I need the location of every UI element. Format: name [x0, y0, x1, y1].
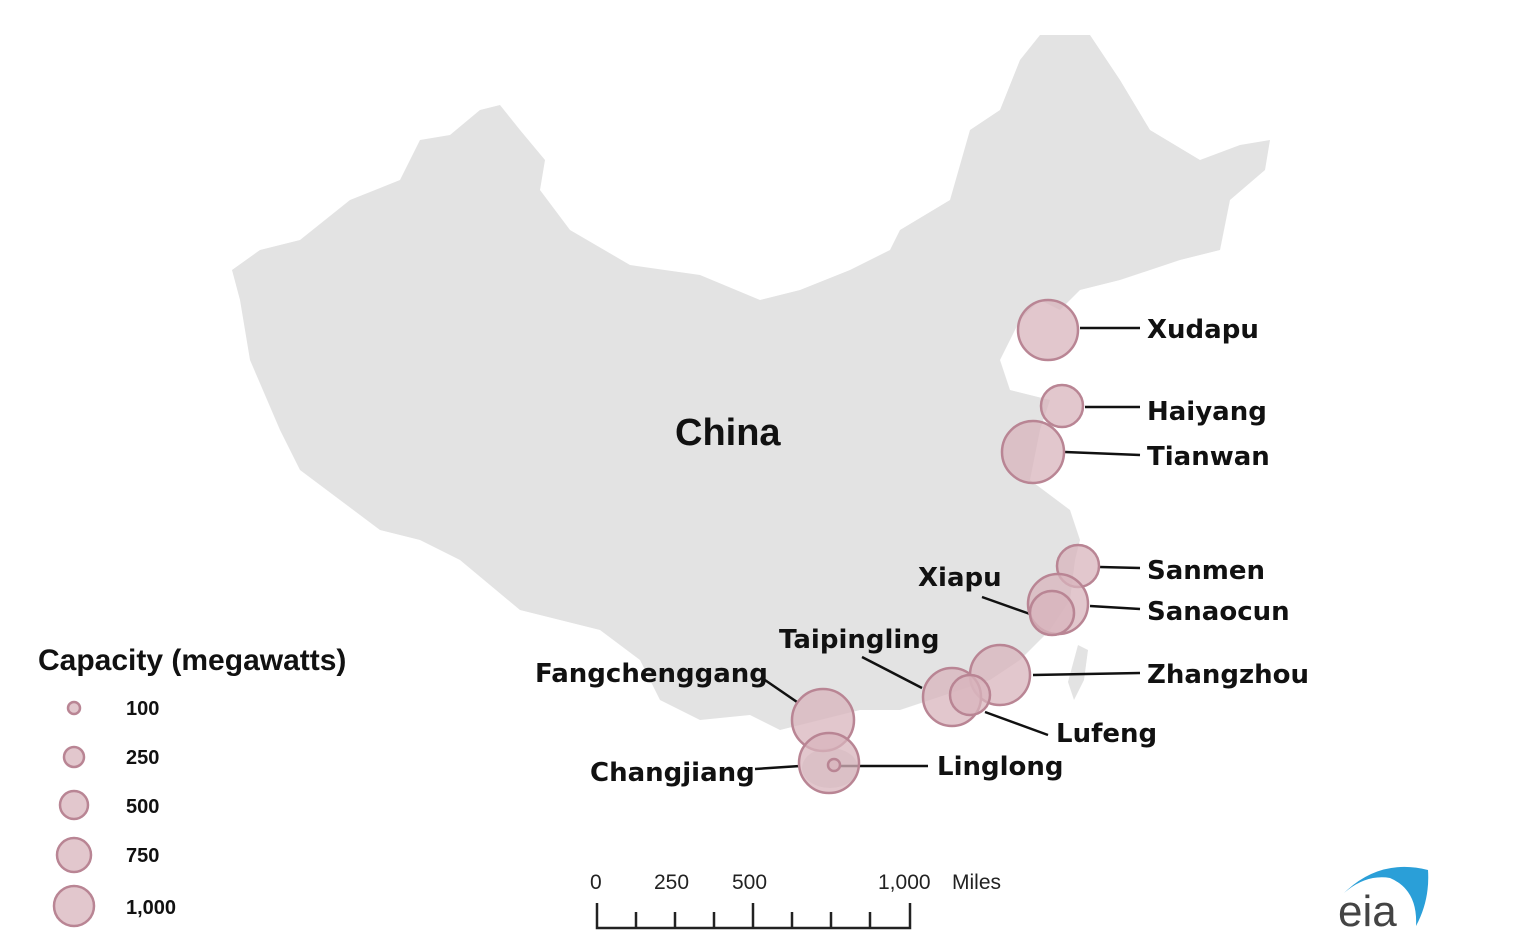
label-sanmen: Sanmen — [1147, 556, 1265, 586]
legend-bubble-100 — [66, 700, 82, 716]
legend-bubble-1000 — [52, 884, 96, 928]
legend-bubble-750 — [55, 836, 93, 874]
label-taipingling: Taipingling — [779, 625, 939, 655]
bubble-xudapu[interactable] — [1016, 298, 1080, 362]
legend-bubble-500 — [58, 789, 90, 821]
scale-label: 500 — [732, 871, 767, 894]
scale-bar: 0 250 500 1,000 Miles — [590, 871, 1001, 930]
label-haiyang: Haiyang — [1147, 397, 1267, 427]
legend-bubble-250 — [62, 745, 86, 769]
bubble-linglong[interactable] — [826, 757, 842, 773]
bubble-tianwan[interactable] — [1000, 419, 1066, 485]
plant-labels: Xudapu Haiyang Tianwan Sanmen Sanaocun X… — [535, 315, 1309, 788]
bubble-xiapu[interactable] — [1028, 589, 1076, 637]
eia-logo: eia — [1338, 866, 1429, 936]
scale-bar-line — [595, 903, 912, 930]
logo-arc — [1344, 866, 1429, 926]
bubble-lufeng[interactable] — [948, 673, 992, 717]
label-xudapu: Xudapu — [1147, 315, 1259, 345]
legend-title: Capacity (megawatts) — [38, 644, 346, 677]
legend-label: 750 — [126, 845, 159, 867]
label-zhangzhou: Zhangzhou — [1147, 660, 1309, 690]
label-linglong: Linglong — [937, 752, 1064, 782]
legend: Capacity (megawatts) 100 250 500 750 1,0… — [38, 644, 346, 928]
label-tianwan: Tianwan — [1147, 442, 1270, 472]
taiwan-island — [1068, 645, 1088, 700]
china-landmass — [232, 35, 1270, 730]
label-fangchenggang: Fangchenggang — [535, 659, 768, 689]
label-lufeng: Lufeng — [1056, 719, 1157, 749]
scale-label: 0 — [590, 871, 602, 894]
country-label: China — [675, 412, 781, 454]
scale-label: 250 — [654, 871, 689, 894]
legend-label: 1,000 — [126, 897, 176, 919]
legend-label: 100 — [126, 698, 159, 720]
legend-label: 500 — [126, 796, 159, 818]
scale-unit: Miles — [952, 871, 1001, 894]
label-changjiang: Changjiang — [590, 758, 755, 788]
scale-label: 1,000 — [878, 871, 931, 894]
bubble-haiyang[interactable] — [1039, 383, 1085, 429]
label-sanaocun: Sanaocun — [1147, 597, 1290, 627]
legend-label: 250 — [126, 747, 159, 769]
plant-bubbles — [790, 298, 1101, 795]
logo-text: eia — [1338, 887, 1397, 936]
label-xiapu: Xiapu — [918, 563, 1002, 593]
